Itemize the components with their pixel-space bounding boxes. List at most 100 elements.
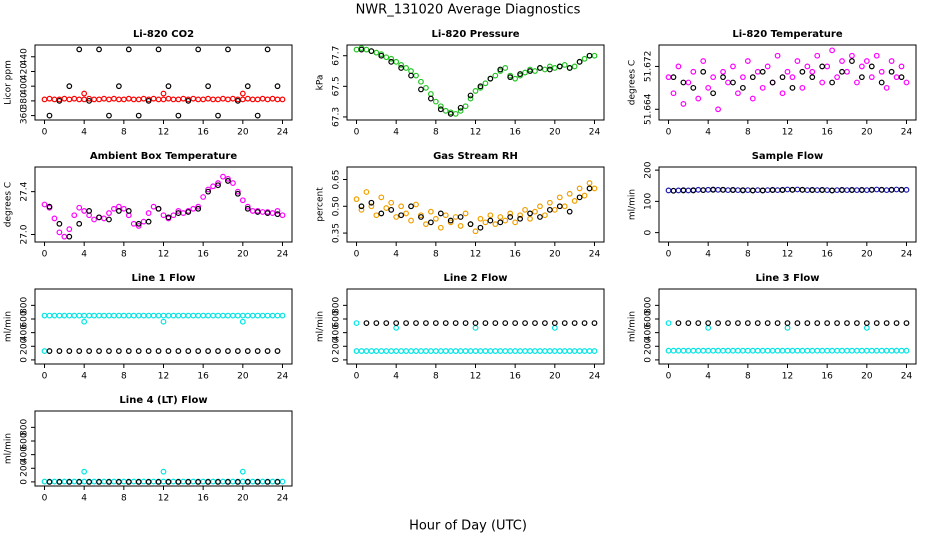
point	[145, 479, 152, 485]
point	[779, 90, 786, 97]
y-tick-label: 200	[20, 459, 30, 476]
point	[368, 203, 375, 210]
point	[135, 223, 142, 229]
point	[477, 224, 484, 231]
x-tick-label: 24	[901, 372, 913, 382]
plot-frame	[658, 166, 917, 243]
series	[41, 312, 286, 319]
point	[839, 58, 845, 64]
point	[398, 61, 405, 68]
x-tick-label: 8	[433, 128, 439, 138]
point	[809, 74, 816, 81]
x-tick-label: 4	[81, 250, 87, 260]
x-tick-label: 8	[433, 372, 439, 382]
point	[462, 210, 469, 217]
point	[264, 210, 271, 216]
panel: Line 4 (LT) Flow ml/min 0 4 8 12 16 20 24 0 200400…	[4, 395, 293, 504]
point	[898, 186, 905, 193]
point	[418, 212, 424, 219]
point	[145, 210, 152, 216]
point	[705, 320, 712, 326]
point	[749, 95, 756, 102]
point	[863, 58, 870, 64]
panel-title: Gas Stream RH	[433, 151, 518, 162]
point	[482, 320, 489, 326]
page-title: NWR_131020 Average Diagnostics	[356, 3, 581, 18]
point	[794, 58, 801, 64]
point	[442, 107, 449, 114]
point	[670, 187, 677, 194]
point	[432, 215, 439, 222]
point	[175, 348, 182, 354]
point	[487, 212, 494, 219]
point	[111, 205, 117, 212]
point	[829, 79, 836, 86]
point	[125, 348, 132, 354]
point	[730, 187, 736, 194]
x-tick-label: 8	[745, 128, 751, 138]
point	[809, 187, 816, 194]
x-tick-label: 16	[197, 494, 209, 504]
point	[834, 320, 840, 326]
point	[680, 187, 687, 194]
point	[398, 212, 405, 219]
y-axis-label: degrees C	[628, 60, 638, 105]
y-tick-label: 51.664	[644, 93, 654, 125]
y-tick-label: 67.5	[332, 76, 342, 96]
point	[586, 180, 593, 186]
panel: Line 3 Flow ml/min 0 4 8 12 16 20 24 0 20040060080…	[628, 273, 917, 382]
x-tick-label: 0	[666, 128, 672, 138]
point	[492, 221, 499, 228]
point	[725, 320, 731, 326]
y-axis-label: kPa	[316, 75, 326, 91]
y-tick-label: 380	[20, 92, 30, 109]
point	[106, 210, 112, 216]
point	[829, 47, 836, 54]
x-tick-label: 16	[197, 128, 209, 138]
point	[863, 320, 870, 326]
panel: Li-820 Temperature degrees C 0 4 8 12 16 20 24 51…	[628, 29, 917, 138]
point	[76, 204, 83, 211]
point	[86, 208, 93, 214]
point	[234, 190, 241, 197]
series	[363, 320, 598, 326]
point	[854, 320, 860, 326]
x-tick-label: 20	[237, 494, 249, 504]
point	[858, 63, 865, 70]
point	[56, 229, 63, 236]
point	[418, 86, 424, 93]
point	[135, 220, 142, 227]
point	[794, 320, 801, 326]
x-tick-label: 12	[158, 494, 169, 504]
point	[353, 196, 360, 203]
point	[720, 68, 726, 75]
point	[710, 186, 717, 193]
x-tick-label: 24	[277, 372, 289, 382]
y-tick-label: 0	[644, 229, 654, 235]
point	[537, 214, 543, 220]
point	[254, 479, 261, 485]
point	[195, 203, 202, 210]
point	[759, 84, 766, 91]
point	[363, 320, 370, 326]
point	[854, 79, 860, 86]
x-tick-label: 4	[705, 128, 711, 138]
point	[185, 479, 192, 485]
point	[472, 228, 479, 235]
point	[739, 187, 746, 194]
x-tick-label: 12	[782, 250, 793, 260]
point	[155, 205, 162, 212]
point	[403, 210, 409, 217]
point	[145, 97, 152, 104]
point	[413, 320, 419, 326]
point	[586, 52, 593, 59]
point	[744, 320, 751, 326]
point	[125, 46, 132, 53]
point	[522, 206, 528, 213]
point	[175, 112, 182, 119]
point	[571, 63, 578, 70]
x-axis-label: Hour of Day (UTC)	[409, 519, 527, 534]
point	[665, 320, 672, 326]
point	[715, 320, 721, 326]
point	[244, 479, 251, 485]
